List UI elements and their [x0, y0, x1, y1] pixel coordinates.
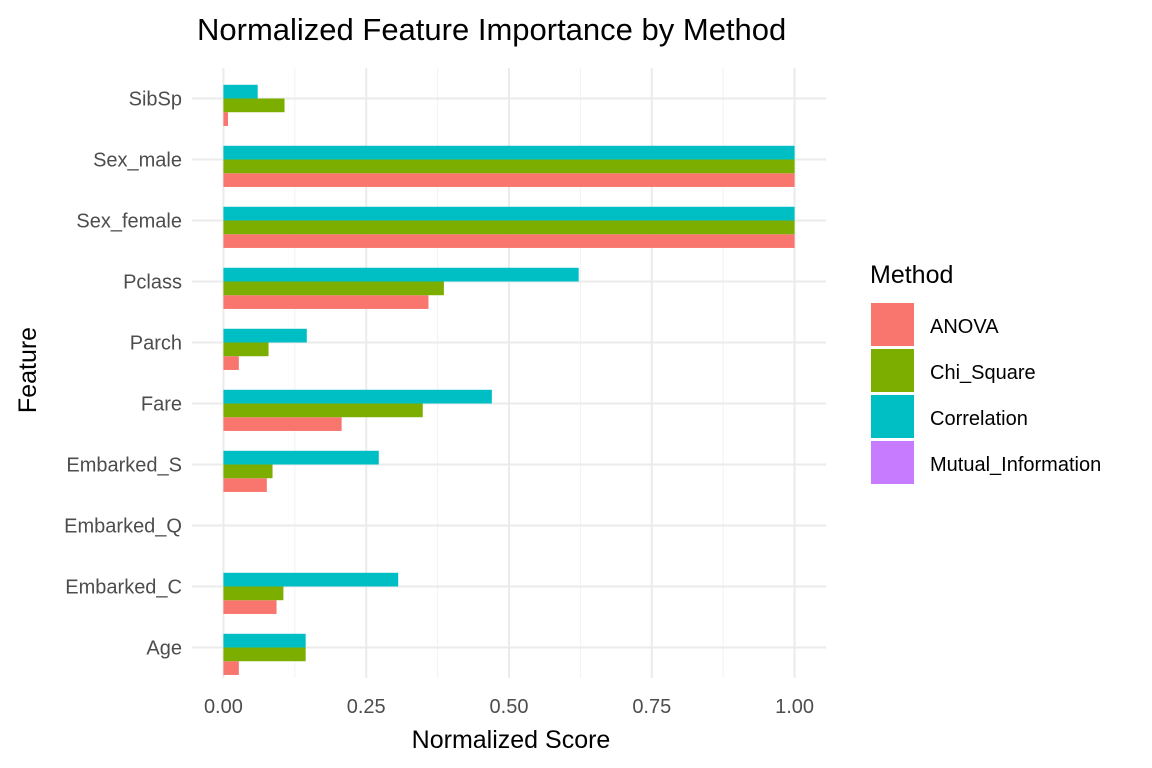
bar-pclass-anova: [223, 295, 429, 309]
bar-parch-chi-square: [223, 342, 269, 357]
legend-label: Mutual_Information: [930, 454, 1101, 476]
x-tick-label: 0.50: [490, 696, 529, 718]
bar-embarked-s-anova: [223, 478, 267, 492]
bar-sex-female-anova: [223, 234, 795, 248]
bar-embarked-c-correlation: [223, 572, 399, 587]
y-tick-label: Fare: [141, 394, 182, 416]
bar-age-chi-square: [223, 647, 306, 662]
bar-sex-female-correlation: [223, 206, 795, 221]
x-tick-label: 0.75: [632, 696, 671, 718]
bar-age-anova: [223, 661, 239, 675]
bar-sibsp-anova: [223, 112, 228, 126]
bar-sex-male-chi-square: [223, 159, 795, 174]
bar-sibsp-correlation: [223, 84, 258, 99]
legend-key-anova: [871, 303, 914, 346]
y-tick-label: Embarked_S: [66, 455, 182, 477]
x-tick-labels: 0.00 0.25 0.50 0.75 1.00: [204, 696, 814, 718]
x-tick-label: 1.00: [775, 696, 814, 718]
legend-key-chi-square: [871, 349, 914, 392]
bar-sibsp-chi-square: [223, 98, 285, 113]
legend-label: Chi_Square: [930, 362, 1036, 384]
x-tick-label: 0.00: [204, 696, 243, 718]
y-axis-title: Feature: [14, 327, 42, 413]
legend-key-correlation: [871, 395, 914, 438]
y-tick-labels: Age Embarked_C Embarked_Q Embarked_S Fare Par…: [64, 89, 182, 660]
chart-title: Normalized Feature Importance by Method: [197, 12, 786, 47]
bar-sex-male-correlation: [223, 145, 795, 160]
bar-fare-anova: [223, 417, 342, 431]
y-tick-label: SibSp: [129, 89, 182, 111]
bar-sex-male-anova: [223, 173, 795, 187]
bar-pclass-chi-square: [223, 281, 444, 296]
bar-embarked-s-chi-square: [223, 464, 273, 479]
legend: Method ANOVA Chi_Square Correlation Mutual_…: [870, 261, 1101, 484]
legend-title: Method: [870, 261, 953, 289]
bar-pclass-correlation: [223, 267, 579, 282]
x-tick-label: 0.25: [347, 696, 386, 718]
x-axis-title: Normalized Score: [412, 726, 611, 754]
legend-label: Correlation: [930, 408, 1028, 430]
y-tick-label: Parch: [130, 333, 182, 355]
y-tick-label: Embarked_C: [65, 577, 182, 599]
y-tick-label: Pclass: [123, 272, 182, 294]
bar-embarked-c-chi-square: [223, 586, 284, 601]
y-tick-label: Sex_male: [93, 150, 182, 172]
y-tick-label: Age: [146, 638, 182, 660]
bar-embarked-c-anova: [223, 600, 277, 614]
bar-age-correlation: [223, 633, 306, 648]
y-tick-label: Sex_female: [76, 211, 182, 233]
bar-fare-chi-square: [223, 403, 423, 418]
bar-sex-female-chi-square: [223, 220, 795, 235]
y-tick-label: Embarked_Q: [64, 516, 182, 538]
bar-embarked-s-correlation: [223, 450, 379, 465]
bar-parch-anova: [223, 356, 239, 370]
bars: [223, 84, 795, 675]
legend-label: ANOVA: [930, 316, 999, 338]
legend-key-mutual-information: [871, 441, 914, 484]
bar-parch-correlation: [223, 328, 307, 343]
bar-fare-correlation: [223, 389, 492, 404]
